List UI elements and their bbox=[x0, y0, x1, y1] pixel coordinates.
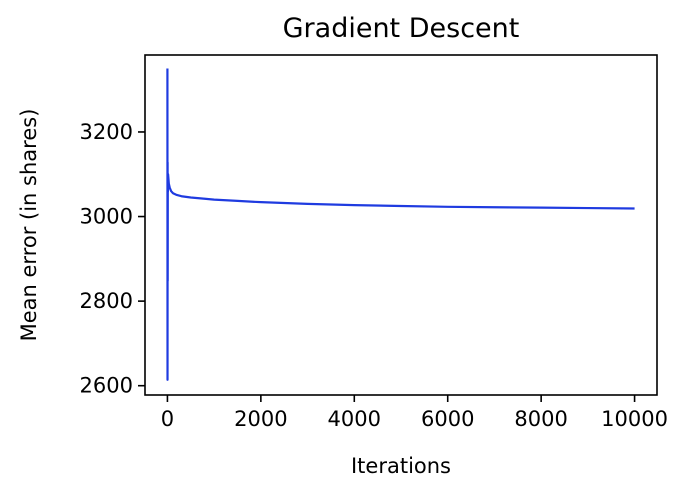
x-tick-label: 0 bbox=[161, 407, 174, 431]
y-tick-label: 3200 bbox=[80, 120, 133, 144]
x-axis-ticks: 0 2000 4000 6000 8000 10000 bbox=[161, 395, 668, 431]
plot-series bbox=[166, 68, 635, 381]
plot-frame bbox=[144, 54, 658, 396]
x-tick-label: 2000 bbox=[234, 407, 287, 431]
series-line bbox=[166, 68, 635, 381]
x-tick-label: 4000 bbox=[328, 407, 381, 431]
x-tick-label: 6000 bbox=[421, 407, 474, 431]
x-axis-label: Iterations bbox=[351, 454, 451, 478]
chart-title: Gradient Descent bbox=[283, 13, 520, 44]
y-axis-label: Mean error (in shares) bbox=[17, 109, 41, 342]
x-tick-label: 8000 bbox=[514, 407, 567, 431]
y-tick-label: 2600 bbox=[80, 374, 133, 398]
x-tick-label: 10000 bbox=[601, 407, 668, 431]
y-tick-label: 2800 bbox=[80, 289, 133, 313]
y-axis-ticks: 2600 2800 3000 3200 bbox=[80, 120, 145, 398]
y-tick-label: 3000 bbox=[80, 205, 133, 229]
